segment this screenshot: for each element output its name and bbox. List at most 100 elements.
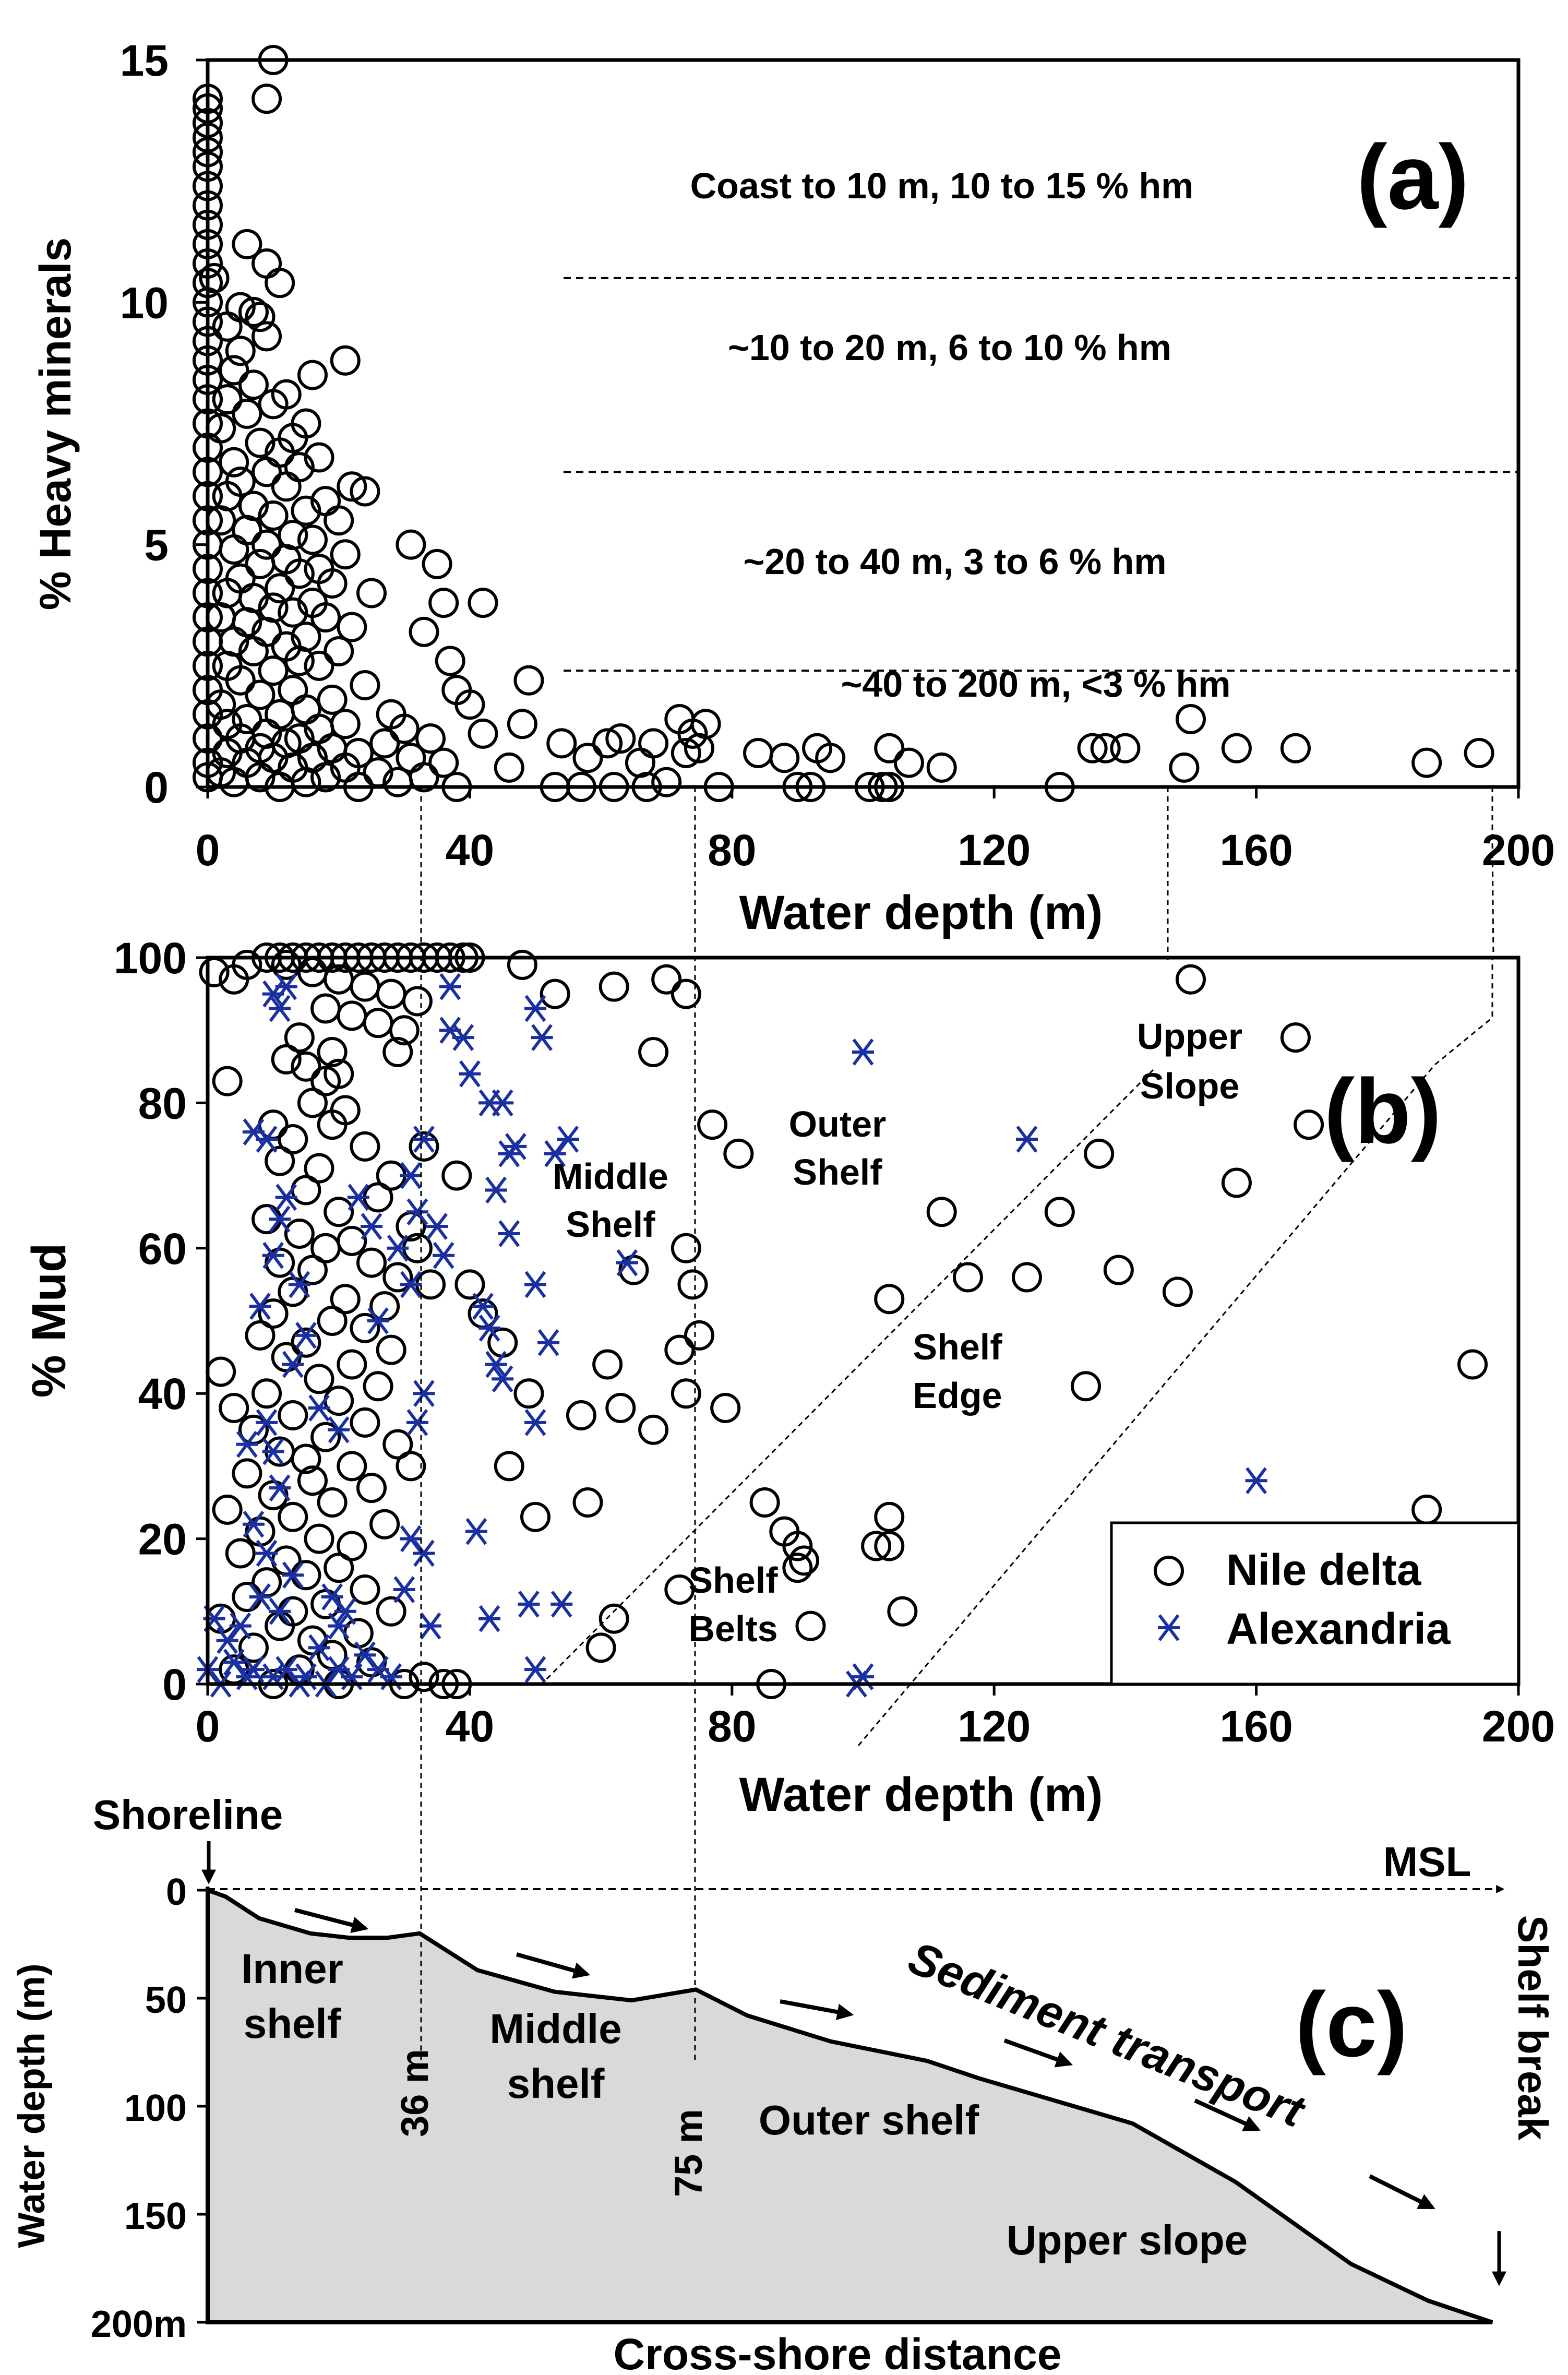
- hm-point: [297, 360, 328, 390]
- nile-point: [926, 1197, 957, 1227]
- hm-point: [507, 709, 537, 739]
- nile-point: [337, 1531, 367, 1561]
- panel-a: Coast to 10 m, 10 to 15 % hm ~10 to 20 m,…: [31, 36, 1555, 939]
- nile-point: [278, 1124, 308, 1154]
- hm-point: [212, 737, 243, 768]
- hm-point: [278, 597, 308, 628]
- nile-point: [592, 1349, 623, 1380]
- nile-point: [350, 971, 380, 1002]
- y-tick-label: 80: [138, 1079, 187, 1128]
- nile-point: [363, 1371, 393, 1402]
- hm-point: [422, 548, 452, 579]
- guide-lines: [420, 787, 1494, 2025]
- alexandria-point: [406, 1198, 428, 1225]
- nile-point: [638, 1036, 669, 1067]
- nile-point: [664, 1574, 695, 1605]
- nile-point: [350, 1407, 380, 1438]
- hm-point: [815, 743, 846, 773]
- nile-point: [795, 1610, 826, 1641]
- hm-point: [415, 723, 446, 754]
- alexandria-point: [242, 1510, 265, 1538]
- alexandria-point: [354, 1641, 376, 1669]
- hm-point: [199, 262, 230, 293]
- alexandria-point: [485, 1176, 507, 1204]
- hm-point: [743, 737, 774, 768]
- zone-label-outer-shelf-2: Shelf: [793, 1152, 882, 1192]
- alexandria-point: [256, 1126, 278, 1153]
- panel-a-label: (a): [1357, 126, 1469, 229]
- x-tick-label: 160: [1220, 1702, 1293, 1751]
- nile-point: [520, 1501, 550, 1532]
- nile-point: [356, 1473, 387, 1503]
- y-tick-label: 0: [144, 763, 169, 812]
- alexandria-point: [275, 1656, 297, 1683]
- nile-point: [265, 1145, 295, 1176]
- hm-point: [389, 713, 420, 744]
- hm-point: [356, 578, 387, 608]
- hm-point: [1090, 733, 1121, 763]
- alexandria-point: [347, 1184, 369, 1211]
- nile-point: [651, 964, 682, 995]
- hm-point: [225, 336, 256, 366]
- alexandria-point: [288, 1271, 310, 1298]
- nile-point: [317, 1306, 348, 1336]
- nile-point: [337, 1000, 367, 1031]
- nile-point: [441, 1160, 472, 1191]
- nile-point: [310, 993, 341, 1024]
- alexandria-point: [433, 1242, 455, 1269]
- mid-outer-diagonal: [539, 1069, 1154, 1687]
- y-tick-label: 50: [145, 1979, 187, 2021]
- nile-point: [874, 1501, 905, 1532]
- nile-point: [638, 1414, 669, 1445]
- hm-point: [219, 534, 249, 565]
- hm-point: [1176, 703, 1206, 734]
- nile-point: [258, 1298, 289, 1329]
- nile-point: [278, 1400, 308, 1430]
- nile-point: [1044, 1197, 1075, 1227]
- alexandria-point: [387, 1235, 409, 1262]
- nile-point: [232, 1458, 262, 1489]
- hm-point: [238, 369, 269, 400]
- zone-middle-shelf-2: shelf: [507, 2060, 605, 2107]
- nile-point: [330, 1284, 361, 1315]
- hm-point: [304, 442, 334, 473]
- transport-arrow-4: [1003, 2038, 1073, 2068]
- hm-point: [324, 505, 354, 536]
- nile-point: [350, 1131, 380, 1162]
- nile-point: [389, 1015, 420, 1046]
- alexandria-point: [262, 1242, 284, 1269]
- nile-point: [297, 1465, 328, 1496]
- hm-point: [278, 675, 308, 706]
- nile-point: [324, 1386, 354, 1416]
- hm-point: [468, 718, 498, 749]
- alexandria-point: [557, 1126, 579, 1153]
- panel-b-frame: [206, 956, 1521, 1686]
- alexandria-point: [216, 1627, 238, 1654]
- nile-point: [376, 1596, 406, 1627]
- hm-point: [769, 743, 800, 773]
- nile-point: [252, 1378, 282, 1409]
- alexandria-point: [1245, 1467, 1267, 1495]
- x-tick-label: 80: [708, 826, 756, 875]
- hm-point: [258, 500, 289, 531]
- zone-inner-shelf-2: shelf: [244, 2000, 341, 2047]
- hm-point: [1411, 747, 1442, 778]
- nile-point: [671, 1233, 701, 1263]
- hm-point: [330, 345, 361, 376]
- nile-point: [382, 1036, 413, 1067]
- hm-point: [1464, 737, 1494, 768]
- zone-middle-shelf-1: Middle: [489, 2006, 621, 2052]
- zone-label-upper-slope-1: Upper: [1137, 1016, 1242, 1057]
- zone-label-shelf-edge-1: Shelf: [913, 1327, 1002, 1367]
- nile-point: [297, 1255, 328, 1285]
- alexandria-point: [400, 1525, 422, 1553]
- hm-point: [435, 646, 465, 676]
- alexandria-point: [492, 1365, 514, 1393]
- alexandria-point: [295, 1322, 317, 1349]
- nile-point: [540, 978, 570, 1009]
- alexandria-point: [269, 1474, 291, 1501]
- nile-point: [1103, 1255, 1134, 1285]
- alexandria-point: [616, 1249, 638, 1276]
- hm-point: [1221, 733, 1252, 763]
- y-tick-label: 100: [124, 2087, 187, 2129]
